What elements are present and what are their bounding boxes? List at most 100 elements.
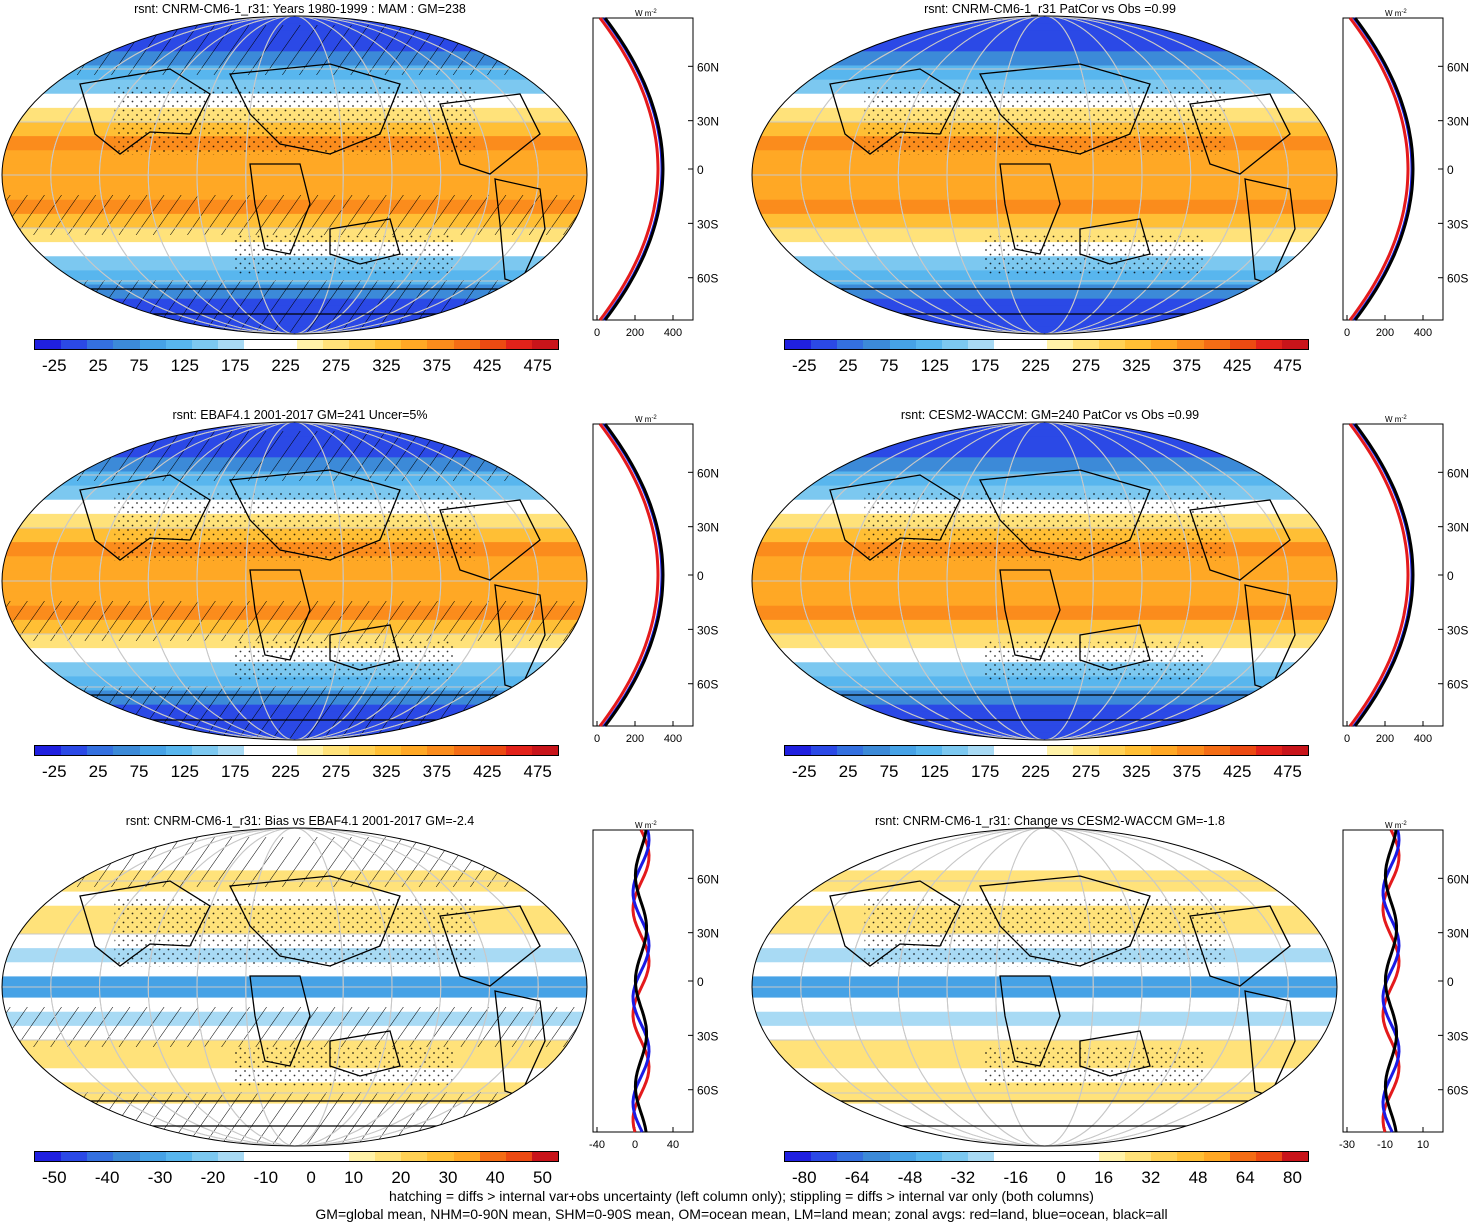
colorbar-swatch: [1072, 1152, 1099, 1161]
colorbar-swatch: [811, 1152, 838, 1161]
colorbar-tick-label: 225: [1021, 356, 1050, 375]
zonal-x-tick-label: 0: [632, 1139, 638, 1151]
colorbar-swatch: [218, 1152, 245, 1161]
colorbar-swatch: [785, 340, 812, 349]
colorbar: [34, 1151, 559, 1162]
colorbar-tick-label: -20: [200, 1168, 226, 1187]
colorbar-tick-label: 475: [1273, 356, 1302, 375]
colorbar-swatch: [87, 746, 114, 755]
zonal-units-label: W m-2: [635, 821, 657, 830]
colorbar-swatch: [1229, 340, 1256, 349]
colorbar-labels: -25 25 75 125 175 225 275 325 375 425 475: [42, 762, 552, 782]
zonal-lat-label: 60S: [1447, 272, 1468, 286]
colorbar-tick-label: 75: [129, 762, 149, 781]
colorbar-swatch: [1177, 746, 1204, 755]
colorbar-tick-label: 475: [523, 762, 552, 781]
colorbar-swatch: [401, 1152, 428, 1161]
colorbar-swatch: [270, 340, 297, 349]
zonal-x-tick-label: 400: [1414, 733, 1432, 745]
colorbar-swatch: [1072, 746, 1099, 755]
zonal-x-tick-label: 200: [1376, 327, 1394, 339]
colorbar-tick-label: 0: [1056, 1168, 1066, 1187]
colorbar-tick-label: 325: [1122, 762, 1151, 781]
colorbar-swatch: [1177, 340, 1204, 349]
zonal-lat-label: 0: [697, 569, 704, 583]
colorbar-swatch: [785, 746, 812, 755]
colorbar-swatch: [994, 746, 1021, 755]
zonal-lat-label: 30S: [697, 217, 718, 231]
colorbar-swatch: [1255, 1152, 1282, 1161]
colorbar-swatch: [270, 746, 297, 755]
footer-line-1: hatching = diffs > internal var+obs unce…: [389, 1188, 1094, 1204]
colorbar-swatch: [505, 340, 532, 349]
colorbar-swatch: [531, 746, 559, 755]
panel-title: rsnt: CNRM-CM6-1_r31: Years 1980-1999 : …: [134, 2, 466, 16]
zonal-x-tick-label: 400: [664, 733, 682, 745]
colorbar-labels: -50 -40 -30 -20 -10 0 10 20 30 40 50: [42, 1168, 552, 1188]
colorbar-swatch: [401, 746, 428, 755]
colorbar-swatch: [87, 340, 114, 349]
colorbar-swatch: [348, 746, 376, 755]
colorbar-swatch: [322, 340, 349, 349]
colorbar: [34, 745, 559, 756]
colorbar-swatch: [1125, 340, 1152, 349]
colorbar-swatch: [479, 340, 506, 349]
zonal-x-tick-label: 0: [594, 327, 600, 339]
zonal-x-tick-label: 0: [1344, 733, 1350, 745]
zonal-mean-plot: W m-2 60N 30N 0 30S 60S 0 200 400: [592, 9, 719, 339]
colorbar-tick-label: 425: [473, 762, 502, 781]
colorbar-tick-label: -25: [792, 762, 817, 781]
colorbar-tick-label: 275: [321, 762, 351, 781]
colorbar-swatch: [244, 340, 271, 349]
colorbar-swatch: [479, 746, 506, 755]
zonal-lat-label: 30S: [1447, 217, 1468, 231]
zonal-x-tick-label: 0: [594, 733, 600, 745]
colorbar-swatch: [1020, 746, 1047, 755]
colorbar-tick-label: -10: [253, 1168, 279, 1187]
zonal-lat-label: 30N: [697, 521, 719, 535]
colorbar-tick-label: -32: [950, 1168, 976, 1187]
colorbar-swatch: [941, 1152, 969, 1161]
panel-title: rsnt: CNRM-CM6-1_r31 PatCor vs Obs =0.99: [924, 2, 1176, 16]
colorbar-tick-label: 425: [1223, 762, 1252, 781]
colorbar-swatch: [915, 746, 942, 755]
colorbar-swatch: [994, 340, 1021, 349]
colorbar-swatch: [113, 746, 140, 755]
colorbar-swatch: [1098, 1152, 1126, 1161]
colorbar-swatch: [915, 1152, 942, 1161]
zonal-lat-label: 30S: [1447, 1029, 1468, 1043]
zonal-x-tick-label: -30: [1339, 1139, 1355, 1151]
colorbar-swatch: [1177, 1152, 1204, 1161]
colorbar-tick-label: 475: [523, 356, 552, 375]
zonal-x-tick-label: 10: [1417, 1139, 1429, 1151]
colorbar-swatch: [427, 340, 454, 349]
colorbar-swatch: [427, 1152, 454, 1161]
colorbar-swatch: [968, 746, 995, 755]
colorbar-swatch: [1020, 340, 1047, 349]
map-robinson: [1, 15, 588, 335]
zonal-lat-label: 30S: [697, 1029, 718, 1043]
colorbar-swatch: [863, 340, 890, 349]
colorbar-tick-label: -30: [147, 1168, 173, 1187]
zonal-lat-label: 60N: [1447, 466, 1469, 480]
colorbar-tick-label: 375: [1172, 356, 1202, 375]
colorbar-tick-label: 64: [1235, 1168, 1255, 1187]
colorbar-tick-label: 475: [1273, 762, 1302, 781]
zonal-lat-label: 60N: [1447, 872, 1469, 886]
colorbar-swatch: [375, 1152, 402, 1161]
colorbar-swatch: [531, 340, 559, 349]
colorbar-tick-label: 75: [879, 356, 899, 375]
colorbar-tick-label: 16: [1094, 1168, 1114, 1187]
colorbar-labels: -25 25 75 125 175 225 275 325 375 425 475: [792, 356, 1302, 376]
colorbar-tick-label: 175: [970, 356, 1000, 375]
colorbar-tick-label: 25: [838, 762, 858, 781]
colorbar-tick-label: 25: [838, 356, 858, 375]
colorbar-swatch: [1072, 340, 1099, 349]
colorbar-swatch: [863, 1152, 890, 1161]
colorbar-tick-label: -40: [94, 1168, 120, 1187]
colorbar-swatch: [322, 1152, 349, 1161]
map-robinson: [1, 421, 588, 741]
zonal-units-label: W m-2: [635, 9, 657, 18]
zonal-units-label: W m-2: [1385, 9, 1407, 18]
colorbar-swatch: [941, 340, 969, 349]
